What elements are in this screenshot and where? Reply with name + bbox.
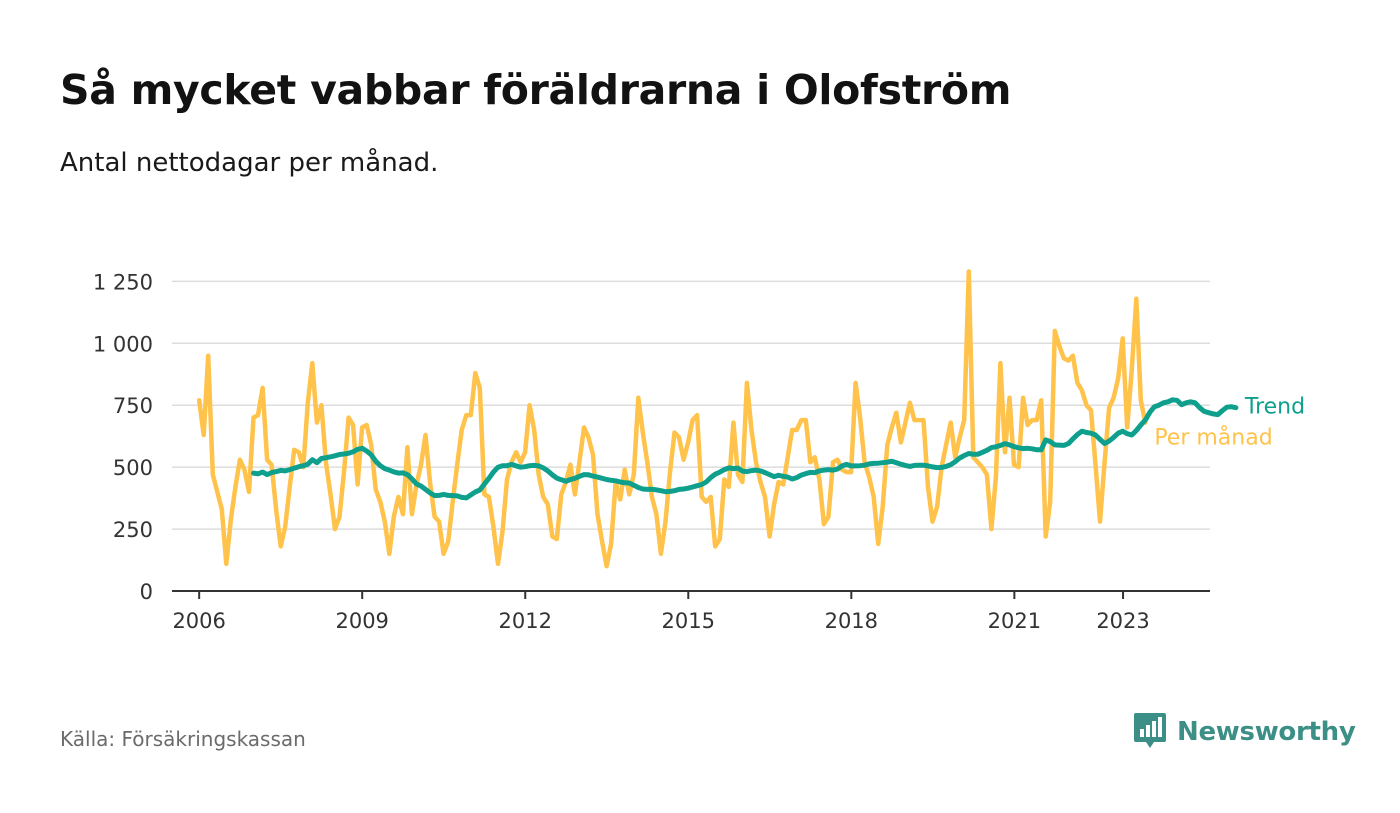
x-tick-label: 2009 [335, 609, 388, 633]
newsworthy-logo[interactable]: Newsworthy [1133, 712, 1356, 752]
grid-lines [172, 280, 1210, 530]
x-tick-label: 2023 [1096, 609, 1149, 633]
x-tick-label: 2006 [172, 609, 225, 633]
y-tick-label: 750 [113, 394, 153, 418]
chart-subtitle: Antal nettodagar per månad. [60, 148, 439, 178]
y-axis-ticks: 0 250 500 750 1 000 1 250 [93, 270, 153, 604]
chart-title: Så mycket vabbar föräldrarna i Olofström [60, 66, 1012, 114]
y-tick-label: 1 250 [93, 270, 153, 294]
y-tick-label: 1 000 [93, 332, 153, 356]
series-line-trend [251, 397, 1239, 501]
y-tick-label: 500 [113, 456, 153, 480]
newsworthy-logo-icon [1134, 713, 1166, 748]
x-tick-label: 2018 [825, 609, 878, 633]
x-tick-label: 2015 [662, 609, 715, 633]
x-tick-label: 2021 [988, 609, 1041, 633]
source-note: Källa: Försäkringskassan [60, 727, 306, 751]
brand-name: Newsworthy [1177, 717, 1356, 747]
series-line-per-manad [196, 269, 1148, 569]
series-labels: Per månad Trend [1154, 395, 1305, 451]
x-axis-ticks: 2006 2009 2012 2015 2018 2021 2023 [172, 591, 1150, 633]
series-label-trend: Trend [1244, 395, 1305, 420]
series-lines [196, 269, 1239, 569]
x-tick-label: 2012 [499, 609, 552, 633]
y-tick-label: 250 [113, 518, 153, 542]
y-tick-label: 0 [140, 580, 153, 604]
series-label-per-manad: Per månad [1154, 425, 1272, 451]
